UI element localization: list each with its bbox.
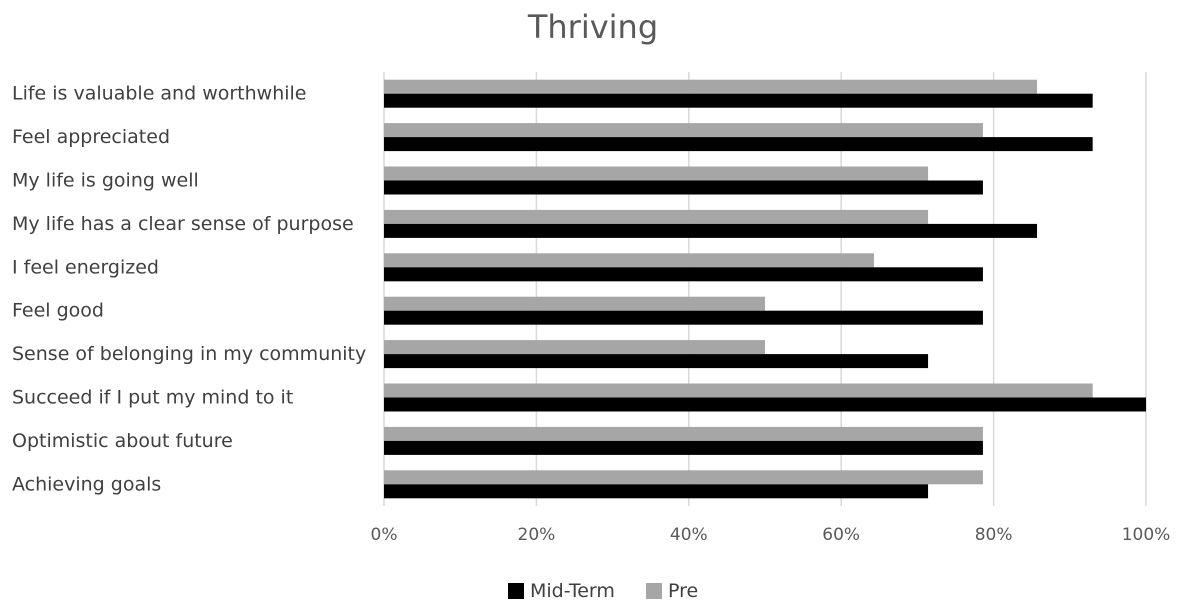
category-label: Feel good bbox=[12, 300, 104, 322]
bar-mid-term bbox=[384, 397, 1146, 412]
legend-label: Mid-Term bbox=[530, 580, 615, 602]
category-label: Feel appreciated bbox=[12, 126, 170, 148]
category-label: My life is going well bbox=[12, 170, 199, 192]
x-tick-label: 0% bbox=[371, 525, 398, 545]
category-label: Succeed if I put my mind to it bbox=[12, 387, 293, 409]
bar-mid-term bbox=[384, 310, 983, 325]
legend-swatch bbox=[508, 583, 524, 599]
category-label: Optimistic about future bbox=[12, 430, 233, 452]
category-label: Sense of belonging in my community bbox=[12, 343, 366, 365]
bars bbox=[384, 79, 1146, 499]
legend: Mid-Term Pre bbox=[508, 580, 698, 602]
x-axis-ticks: 0% 20% 40% 60% 80% 100% bbox=[371, 525, 1171, 545]
category-label: My life has a clear sense of purpose bbox=[12, 213, 354, 235]
x-tick-label: 60% bbox=[822, 525, 860, 545]
category-label: Achieving goals bbox=[12, 473, 161, 495]
category-label: Life is valuable and worthwhile bbox=[12, 83, 307, 105]
bar-mid-term bbox=[384, 180, 983, 195]
bar-mid-term bbox=[384, 484, 929, 499]
x-tick-label: 20% bbox=[518, 525, 556, 545]
bar-pre bbox=[384, 123, 983, 138]
bar-pre bbox=[384, 470, 983, 485]
x-tick-label: 40% bbox=[670, 525, 708, 545]
bar-mid-term bbox=[384, 93, 1093, 108]
bar-pre bbox=[384, 340, 765, 355]
x-tick-label: 100% bbox=[1122, 525, 1171, 545]
bar-pre bbox=[384, 383, 1093, 398]
x-tick-label: 80% bbox=[975, 525, 1013, 545]
legend-label: Pre bbox=[668, 580, 698, 602]
chart-title: Thriving bbox=[527, 8, 658, 46]
bar-mid-term bbox=[384, 354, 929, 369]
category-labels: Life is valuable and worthwhile Feel appr… bbox=[12, 83, 366, 496]
bar-pre bbox=[384, 253, 874, 268]
bar-pre bbox=[384, 296, 765, 311]
bar-pre bbox=[384, 426, 983, 441]
category-label: I feel energized bbox=[12, 256, 159, 278]
bar-pre bbox=[384, 79, 1038, 94]
bar-pre bbox=[384, 166, 929, 181]
bar-mid-term bbox=[384, 440, 983, 455]
bar-pre bbox=[384, 209, 929, 224]
bar-mid-term bbox=[384, 223, 1038, 238]
bar-mid-term bbox=[384, 137, 1093, 152]
legend-swatch bbox=[646, 583, 662, 599]
bar-mid-term bbox=[384, 267, 983, 282]
